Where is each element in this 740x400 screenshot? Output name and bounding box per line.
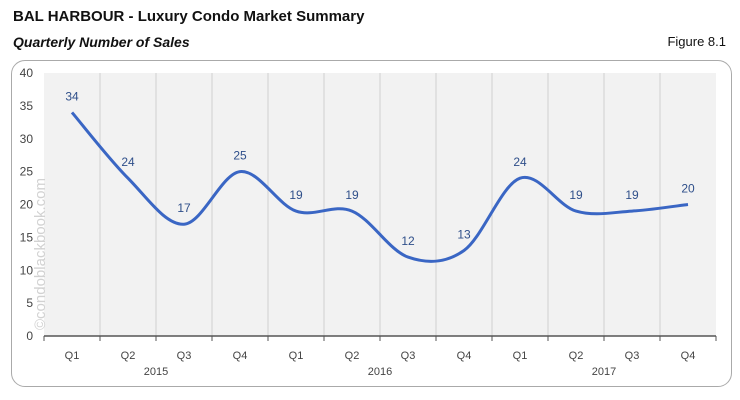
data-label: 12 <box>401 234 415 248</box>
y-tick-label: 10 <box>20 263 34 277</box>
data-label: 13 <box>457 228 471 242</box>
figure-number: Figure 8.1 <box>667 34 726 49</box>
x-tick-label: Q4 <box>457 350 472 362</box>
data-label: 17 <box>177 201 191 215</box>
data-label: 24 <box>121 155 135 169</box>
x-tick-label: Q4 <box>233 350 248 362</box>
y-tick-label: 35 <box>20 99 34 113</box>
x-tick-label: Q2 <box>345 350 360 362</box>
y-tick-label: 40 <box>20 66 34 80</box>
data-label: 25 <box>233 149 247 163</box>
x-tick-label: Q3 <box>177 350 192 362</box>
x-tick-label: Q2 <box>569 350 584 362</box>
data-label: 19 <box>625 188 639 202</box>
data-label: 34 <box>65 89 79 103</box>
y-tick-label: 20 <box>20 198 34 212</box>
data-label: 20 <box>681 182 695 196</box>
x-tick-label: Q3 <box>401 350 416 362</box>
y-tick-label: 5 <box>26 296 33 310</box>
x-tick-label: Q4 <box>681 350 696 362</box>
y-tick-label: 0 <box>26 329 33 343</box>
watermark: ©condoblackbook.com <box>32 178 49 330</box>
x-tick-label: Q1 <box>513 350 528 362</box>
y-tick-label: 15 <box>20 230 34 244</box>
year-label: 2016 <box>368 366 392 378</box>
x-tick-label: Q2 <box>121 350 136 362</box>
x-tick-label: Q1 <box>289 350 304 362</box>
data-label: 19 <box>569 188 583 202</box>
data-label: 19 <box>345 188 359 202</box>
chart-subtitle: Quarterly Number of Sales <box>13 34 190 50</box>
chart-title: BAL HARBOUR - Luxury Condo Market Summar… <box>13 8 365 25</box>
x-tick-label: Q3 <box>625 350 640 362</box>
data-label: 19 <box>289 188 303 202</box>
y-tick-label: 25 <box>20 165 34 179</box>
x-tick-label: Q1 <box>65 350 80 362</box>
data-label: 24 <box>513 155 527 169</box>
year-label: 2015 <box>144 366 168 378</box>
year-label: 2017 <box>592 366 616 378</box>
y-tick-label: 30 <box>20 132 34 146</box>
chart-frame <box>11 60 732 387</box>
series-line <box>70 111 689 263</box>
